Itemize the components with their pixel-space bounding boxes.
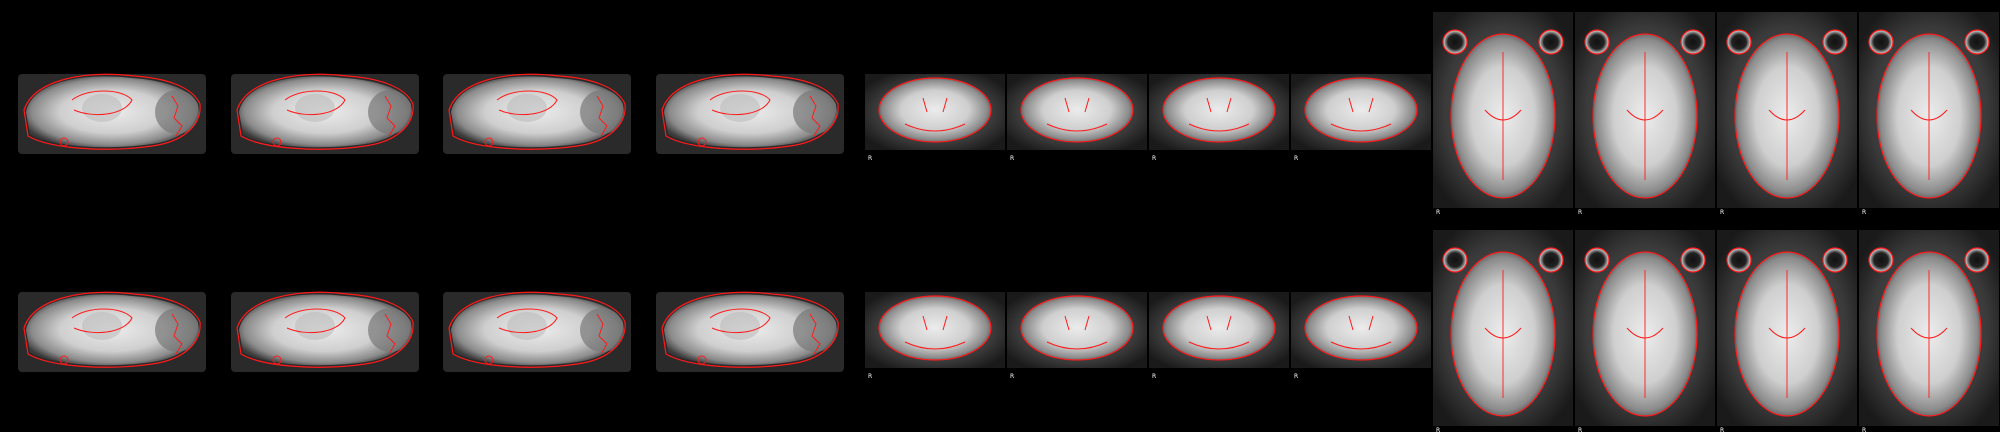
orientation-label: R (1294, 155, 1298, 162)
sagittal-slice-1-3 (443, 73, 631, 154)
coronal-slice-1-7: R (1149, 74, 1289, 162)
axial-slice-2-9: R (1433, 230, 1573, 432)
axial-slice-1-10: R (1575, 12, 1715, 216)
orientation-label: R (1862, 209, 1866, 216)
orientation-label: R (1578, 427, 1582, 432)
panel-row-1: R R R R R R R R (18, 12, 1999, 216)
orientation-label: R (1152, 155, 1156, 162)
sagittal-slice-1-4 (656, 73, 844, 154)
coronal-slice-2-5: R (865, 292, 1005, 380)
axial-slice-1-11: R (1717, 12, 1857, 216)
sagittal-slice-2-1 (18, 291, 206, 372)
axial-slice-1-12: R (1859, 12, 1999, 216)
orientation-label: R (1152, 373, 1156, 380)
orientation-label: R (1436, 427, 1440, 432)
coronal-slice-1-5: R (865, 74, 1005, 162)
coronal-slice-2-6: R (1007, 292, 1147, 380)
orientation-label: R (1862, 427, 1866, 432)
coronal-slice-2-7: R (1149, 292, 1289, 380)
orientation-label: R (1720, 427, 1724, 432)
coronal-slice-1-6: R (1007, 74, 1147, 162)
coronal-slice-2-8: R (1291, 292, 1431, 380)
sagittal-slice-1-1 (18, 73, 206, 154)
orientation-label: R (1436, 209, 1440, 216)
orientation-label: R (868, 373, 872, 380)
panel-row-2: R R R R R R R R (18, 230, 1999, 432)
axial-slice-2-12: R (1859, 230, 1999, 432)
orientation-label: R (1010, 155, 1014, 162)
axial-slice-2-10: R (1575, 230, 1715, 432)
orientation-label: R (868, 155, 872, 162)
sagittal-slice-1-2 (231, 73, 419, 154)
sagittal-slice-2-2 (231, 291, 419, 372)
orientation-label: R (1720, 209, 1724, 216)
sagittal-slice-2-3 (443, 291, 631, 372)
orientation-label: R (1578, 209, 1582, 216)
orientation-label: R (1010, 373, 1014, 380)
coronal-slice-1-8: R (1291, 74, 1431, 162)
orientation-label: R (1294, 373, 1298, 380)
axial-slice-1-9: R (1433, 12, 1573, 216)
sagittal-slice-2-4 (656, 291, 844, 372)
axial-slice-2-11: R (1717, 230, 1857, 432)
